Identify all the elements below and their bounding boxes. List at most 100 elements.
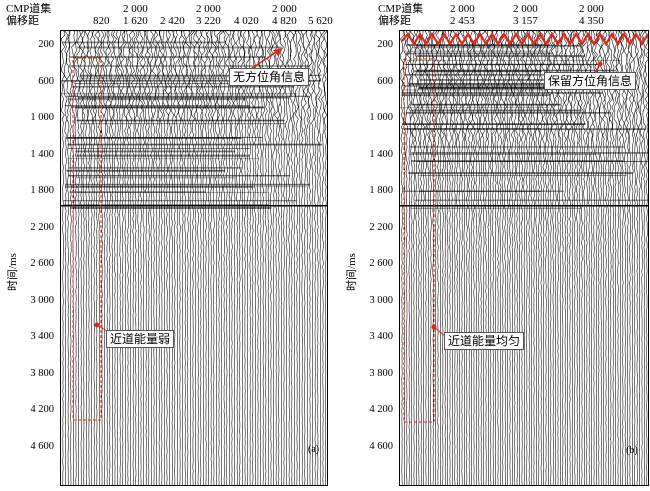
offset-value: 3 220 — [196, 15, 221, 27]
seismic-trace — [601, 31, 607, 485]
offset-label: 偏移距 — [6, 15, 39, 27]
reflection-event — [402, 89, 547, 91]
reflection-event — [80, 123, 286, 125]
seismic-trace — [320, 31, 326, 485]
seismic-trace — [227, 31, 232, 485]
y-tick-label: 1 400 — [369, 148, 393, 160]
seismic-trace — [481, 31, 486, 485]
seismic-trace — [517, 31, 523, 485]
reflection-event — [414, 70, 542, 73]
seismic-trace — [491, 31, 496, 485]
seismic-trace — [307, 31, 313, 485]
seismic-trace — [102, 31, 107, 485]
seismic-trace — [229, 31, 235, 485]
y-tick-label: 200 — [38, 39, 54, 50]
seismic-trace — [261, 31, 265, 485]
seismic-traces — [61, 31, 327, 485]
seismic-trace — [185, 31, 191, 485]
reflection-event — [401, 94, 550, 97]
seismic-trace — [195, 31, 201, 485]
seismic-trace — [248, 31, 252, 485]
y-tick-label: 1 800 — [369, 185, 393, 196]
seismic-trace — [204, 31, 209, 485]
y-tick-label: 1 400 — [30, 148, 54, 160]
seismic-trace — [505, 31, 510, 485]
seismic-trace — [510, 31, 515, 485]
seismic-trace — [159, 31, 164, 485]
seismic-trace — [589, 31, 594, 485]
seismic-trace — [61, 31, 66, 485]
seismic-trace — [462, 31, 467, 485]
offset-value: 5 620 — [308, 15, 333, 27]
y-tick-label: 3 800 — [369, 367, 393, 379]
seismic-trace — [63, 31, 68, 485]
seismic-trace — [416, 31, 422, 485]
seismic-trace — [214, 31, 219, 485]
seismic-trace — [642, 31, 647, 485]
seismic-trace — [423, 31, 429, 485]
seismic-trace — [441, 31, 445, 485]
reflection-event — [405, 73, 550, 76]
reflection-event — [66, 137, 242, 139]
reflection-event — [411, 152, 648, 154]
seismic-trace — [274, 31, 279, 485]
seismic-trace — [172, 31, 177, 485]
cmp-number: 2 000 — [450, 3, 475, 15]
offset-value: 4 020 — [234, 15, 259, 27]
seismic-trace — [520, 31, 525, 485]
seismic-trace — [615, 31, 620, 485]
reflection-event — [416, 44, 581, 47]
seismic-trace — [515, 31, 520, 485]
seismic-trace — [131, 31, 136, 485]
seismic-trace — [558, 31, 563, 485]
seismic-trace — [402, 31, 407, 485]
y-tick-label: 3 400 — [30, 331, 54, 342]
seismic-trace — [305, 31, 310, 485]
seismic-trace — [618, 31, 623, 485]
reflection-event — [419, 190, 564, 192]
offset-label: 偏移距 — [378, 15, 411, 27]
seismic-trace — [469, 31, 474, 485]
y-tick-label: 1 000 — [369, 112, 393, 123]
y-axis-label: 时间/ms — [346, 253, 358, 291]
reflection-event — [401, 92, 603, 94]
seismic-trace — [524, 31, 529, 485]
reflection-event — [400, 205, 648, 207]
y-tick-label: 4 600 — [30, 440, 54, 452]
seismic-trace — [112, 31, 118, 485]
reflection-event — [68, 167, 242, 169]
seismic-trace — [459, 31, 465, 485]
seismic-trace — [245, 31, 250, 485]
seismic-trace — [178, 31, 183, 485]
reflection-event — [405, 52, 553, 55]
reflection-event — [61, 80, 322, 82]
seismic-trace — [565, 31, 570, 485]
seismic-trace — [483, 31, 489, 485]
seismic-trace — [240, 31, 245, 485]
y-tick-label: 3 000 — [369, 294, 393, 306]
seismic-trace — [139, 31, 144, 485]
seismic-trace — [315, 31, 321, 485]
seismic-trace — [284, 31, 289, 485]
seismic-trace — [455, 31, 460, 485]
seismic-trace — [611, 31, 616, 485]
seismic-trace — [598, 31, 604, 485]
seismic-trace — [411, 31, 416, 485]
seismic-trace — [512, 31, 517, 485]
seismic-trace — [144, 31, 149, 485]
reflection-event — [405, 63, 603, 66]
seismic-trace — [409, 31, 414, 485]
seismic-trace — [258, 31, 263, 485]
seismic-trace — [628, 31, 633, 485]
seismic-trace — [572, 31, 577, 485]
seismic-trace — [193, 31, 198, 485]
seismic-trace — [550, 31, 556, 485]
seismic-trace — [219, 31, 224, 485]
seismic-trace — [120, 31, 126, 485]
seismic-trace — [216, 31, 222, 485]
seismic-trace — [639, 31, 644, 485]
seismic-trace — [608, 31, 614, 485]
seismic-trace — [190, 31, 196, 485]
seismic-trace — [575, 31, 580, 485]
reflection-event — [75, 150, 236, 153]
